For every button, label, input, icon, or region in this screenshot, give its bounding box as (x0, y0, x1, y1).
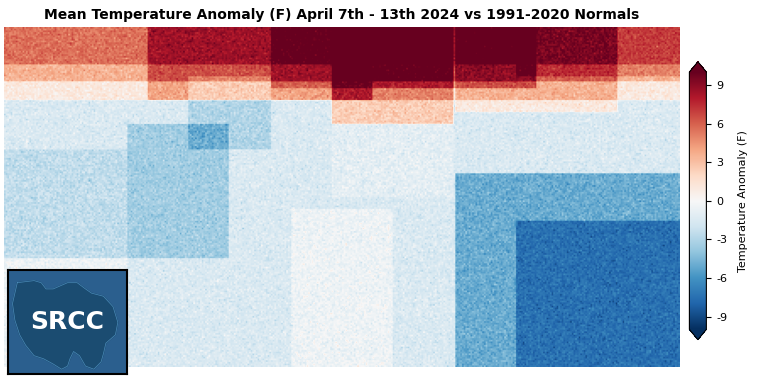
PathPatch shape (689, 329, 706, 340)
PathPatch shape (689, 62, 706, 72)
Text: SRCC: SRCC (31, 310, 104, 334)
Y-axis label: Temperature Anomaly (F): Temperature Anomaly (F) (738, 130, 748, 272)
Title: Mean Temperature Anomaly (F) April 7th - 13th 2024 vs 1991-2020 Normals: Mean Temperature Anomaly (F) April 7th -… (44, 8, 639, 22)
Polygon shape (12, 281, 118, 369)
